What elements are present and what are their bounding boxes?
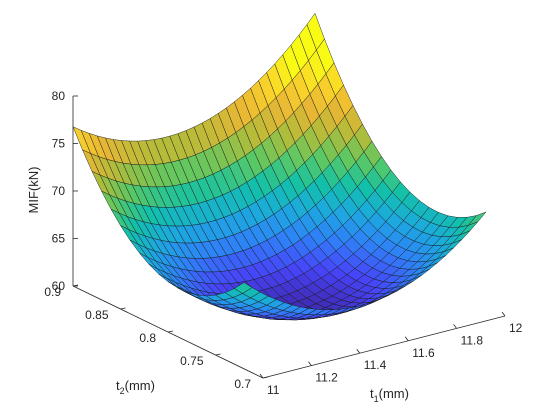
tick-labels: 11 11.2 11.4 11.6 11.8 12 0.7 0.75 0.8 0.85 0.960 6… xyxy=(44,89,522,397)
y-axis-label-sub: 2 xyxy=(120,386,125,396)
y-tick-label: 0.85 xyxy=(85,308,109,322)
x-axis-label-sub: 1 xyxy=(374,394,379,404)
y-axis-label-base: t xyxy=(116,378,120,393)
z-axis-label: MIF(kN) xyxy=(26,167,41,214)
surface-mesh xyxy=(72,13,487,321)
x-tick-label: 11.8 xyxy=(461,333,484,347)
z-tick-label: 80 xyxy=(52,89,66,103)
z-tick-label: 75 xyxy=(52,137,66,151)
y-tick-mark xyxy=(167,330,174,333)
y-axis-label-unit: (mm) xyxy=(125,378,155,393)
y-tick-mark xyxy=(215,353,221,356)
y-axis-label: t2(mm) xyxy=(116,378,155,396)
y-tick-mark xyxy=(262,376,269,379)
x-tick-mark xyxy=(356,348,361,354)
x-axis-label: t1(mm) xyxy=(370,386,409,404)
tick-marks xyxy=(72,95,506,379)
y-tick-label: 0.7 xyxy=(234,377,251,391)
z-tick-label: 70 xyxy=(52,184,66,198)
x-axis-label-unit: (mm) xyxy=(379,386,409,401)
x-tick-label: 12 xyxy=(509,321,523,335)
x-tick-label: 11.6 xyxy=(412,346,435,360)
surface-cell xyxy=(234,282,253,294)
x-tick-mark xyxy=(453,324,457,329)
y-tick-label: 0.75 xyxy=(180,354,204,368)
y-tick-mark xyxy=(120,307,126,310)
x-tick-label: 11 xyxy=(267,383,280,397)
x-axis-label-base: t xyxy=(370,386,374,401)
z-tick-label: 60 xyxy=(52,279,66,293)
x-tick-label: 11.2 xyxy=(315,371,338,385)
y-tick-label: 0.9 xyxy=(44,285,61,299)
y-tick-label: 0.8 xyxy=(139,331,156,345)
x-tick-label: 11.4 xyxy=(364,358,387,372)
x-tick-mark xyxy=(404,336,409,342)
x-tick-mark xyxy=(308,361,312,366)
x-tick-mark xyxy=(501,311,506,317)
x-axis-line xyxy=(262,315,506,379)
x-tick-mark xyxy=(259,373,264,379)
z-tick-label: 65 xyxy=(52,232,66,246)
